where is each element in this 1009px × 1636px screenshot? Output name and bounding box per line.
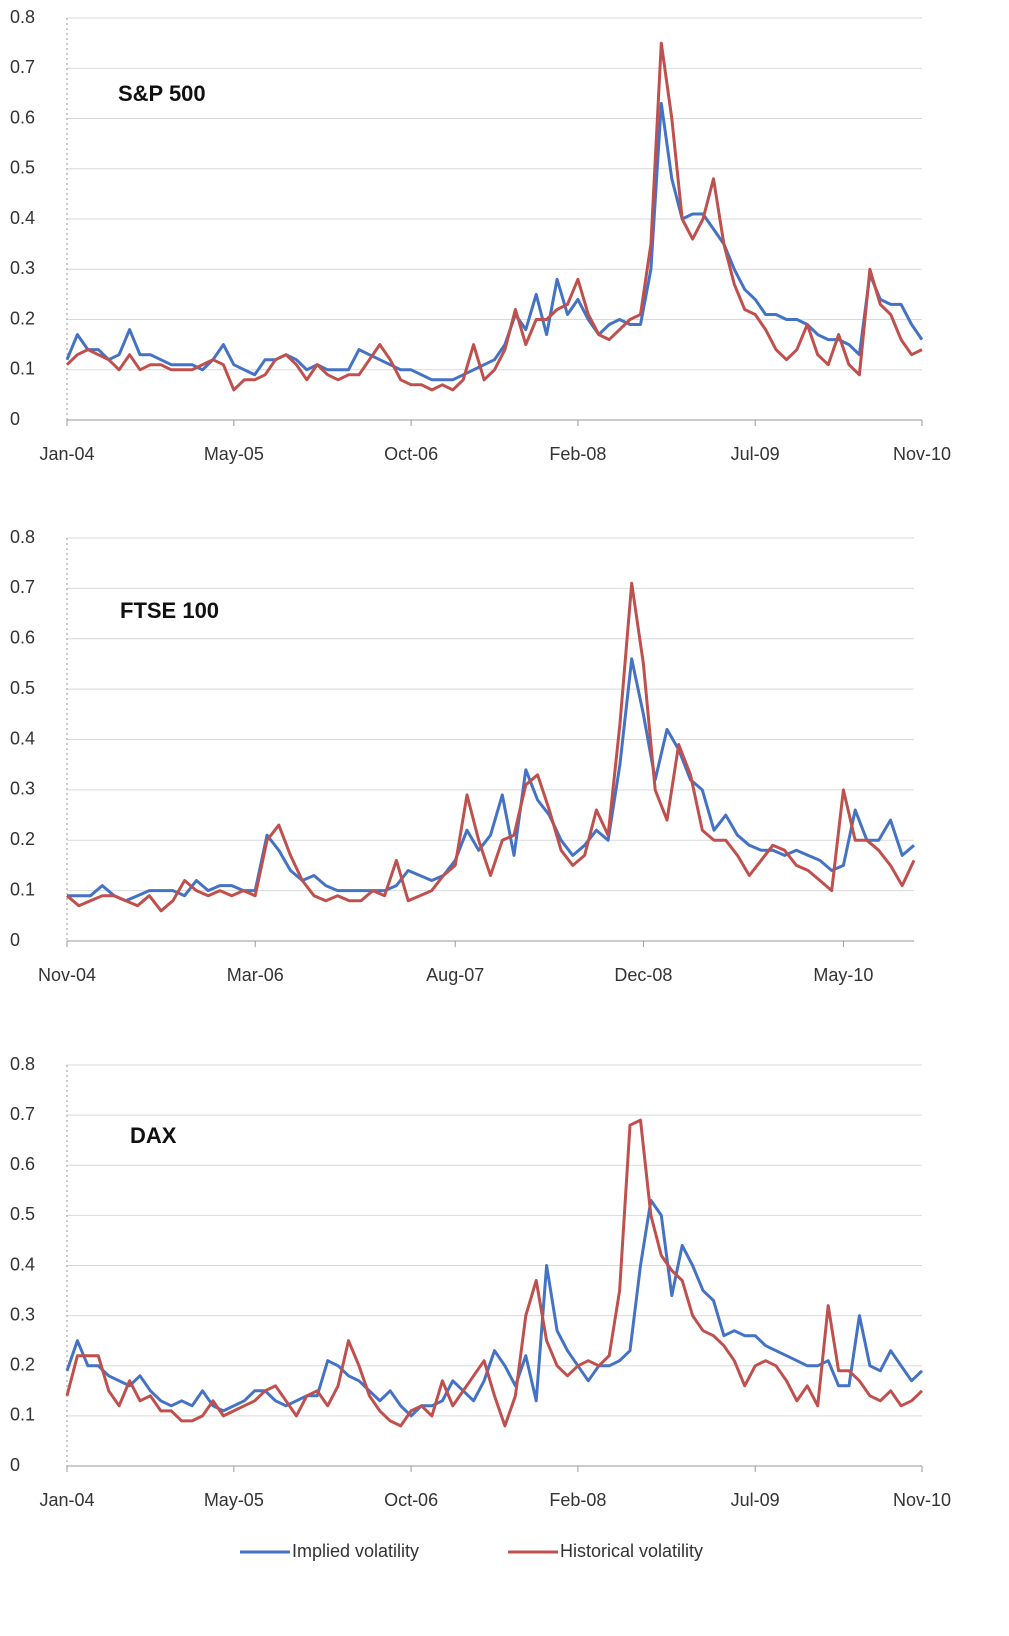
data-line	[65, 41, 923, 392]
y-tick-label: 0.8	[10, 7, 35, 27]
x-tick-label: May-05	[204, 1490, 264, 1510]
x-tick-label: Oct-06	[384, 444, 438, 464]
x-tick-label: Jan-04	[39, 444, 94, 464]
x-tick-label: Nov-04	[38, 965, 96, 985]
y-tick-label: 0.8	[10, 1054, 35, 1074]
chart-title: DAX	[130, 1123, 177, 1148]
x-tick-label: Nov-10	[893, 1490, 951, 1510]
y-tick-label: 0.7	[10, 577, 35, 597]
y-tick-label: 0.6	[10, 628, 35, 648]
y-tick-label: 0	[10, 930, 20, 950]
legend-label: Implied volatility	[292, 1541, 419, 1561]
x-tick-label: May-10	[813, 965, 873, 985]
x-tick-label: Feb-08	[549, 444, 606, 464]
y-tick-label: 0.3	[10, 779, 35, 799]
y-tick-label: 0.3	[10, 258, 35, 278]
y-tick-label: 0.6	[10, 1154, 35, 1174]
y-tick-label: 0.4	[10, 1254, 35, 1274]
x-tick-label: Oct-06	[384, 1490, 438, 1510]
y-tick-label: 0.3	[10, 1304, 35, 1324]
x-tick-label: Dec-08	[614, 965, 672, 985]
data-line	[65, 1118, 924, 1428]
y-tick-label: 0.1	[10, 1405, 35, 1425]
y-tick-label: 0.7	[10, 1104, 35, 1124]
x-tick-label: Aug-07	[426, 965, 484, 985]
x-tick-label: May-05	[204, 444, 264, 464]
y-tick-label: 0.5	[10, 1204, 35, 1224]
y-tick-label: 0.5	[10, 158, 35, 178]
y-tick-label: 0.2	[10, 829, 35, 849]
y-tick-label: 0	[10, 1455, 20, 1475]
x-tick-label: Jan-04	[39, 1490, 94, 1510]
y-tick-label: 0	[10, 409, 20, 429]
x-tick-label: Nov-10	[893, 444, 951, 464]
data-line	[67, 657, 915, 903]
data-line	[65, 101, 924, 382]
y-tick-label: 0.5	[10, 678, 35, 698]
data-line	[65, 1198, 924, 1418]
x-tick-label: Feb-08	[549, 1490, 606, 1510]
y-tick-label: 0.1	[10, 359, 35, 379]
data-line	[66, 581, 916, 913]
chart-title: FTSE 100	[120, 598, 219, 623]
y-tick-label: 0.2	[10, 1355, 35, 1375]
x-tick-label: Jul-09	[731, 444, 780, 464]
y-tick-label: 0.6	[10, 107, 35, 127]
x-tick-label: Mar-06	[227, 965, 284, 985]
chart-title: S&P 500	[118, 81, 206, 106]
y-tick-label: 0.4	[10, 208, 35, 228]
legend-label: Historical volatility	[560, 1541, 703, 1561]
x-tick-label: Jul-09	[731, 1490, 780, 1510]
y-tick-label: 0.8	[10, 527, 35, 547]
y-tick-label: 0.2	[10, 308, 35, 328]
y-tick-label: 0.4	[10, 728, 35, 748]
y-tick-label: 0.7	[10, 57, 35, 77]
y-tick-label: 0.1	[10, 879, 35, 899]
